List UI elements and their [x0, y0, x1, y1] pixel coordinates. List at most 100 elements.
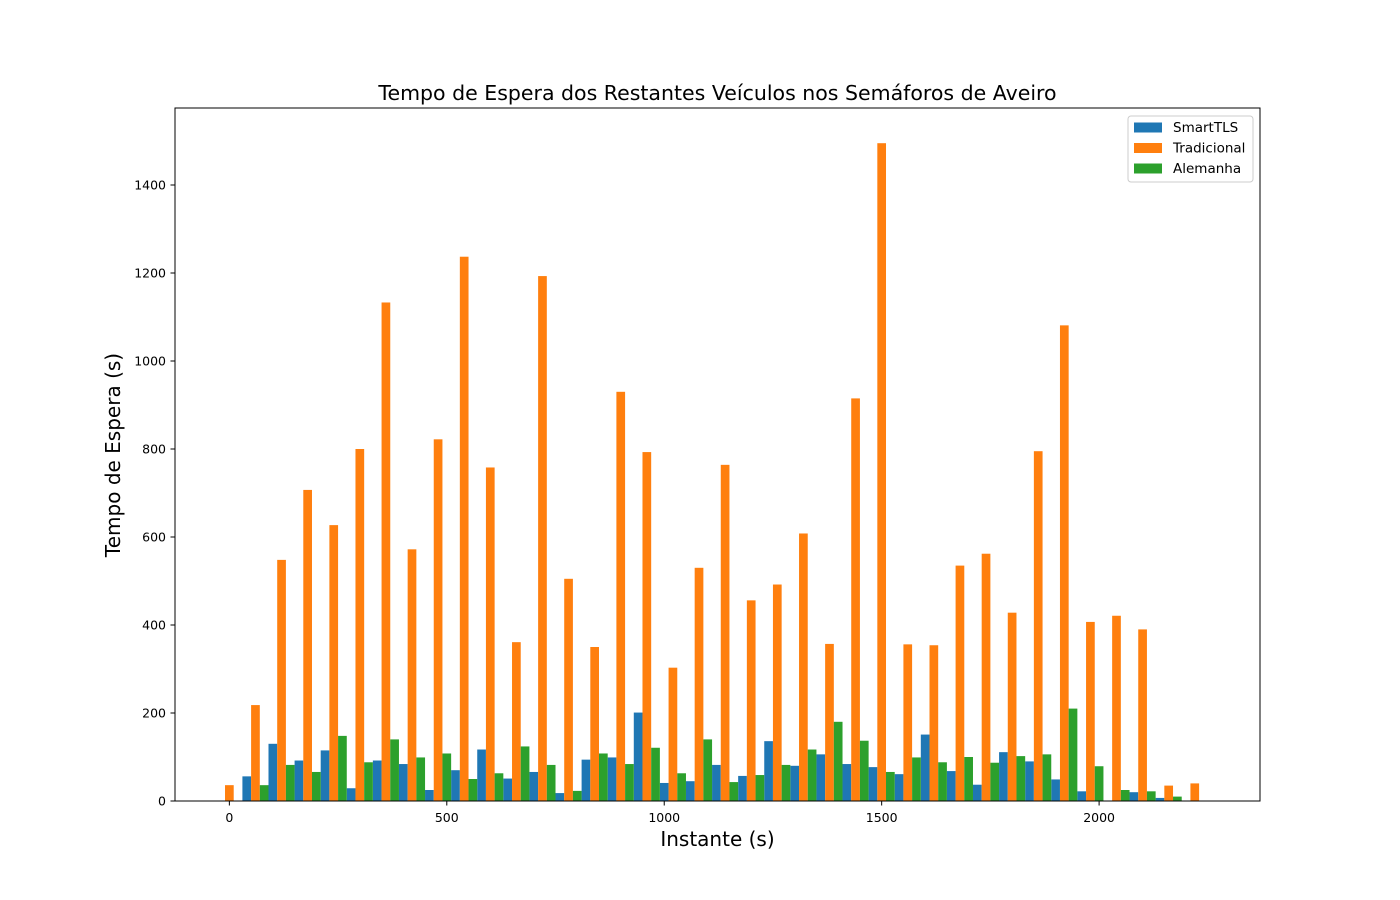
bar-alemanha-1440 — [859, 740, 869, 801]
bar-tradicional-600 — [485, 467, 495, 801]
bar-alemanha-360 — [390, 739, 399, 801]
bar-alemanha-1560 — [912, 757, 921, 801]
bar-smarttls-120 — [268, 743, 278, 801]
bar-alemanha-1800 — [1016, 756, 1026, 801]
bar-alemanha-1380 — [833, 721, 843, 801]
bar-tradicional-1080 — [694, 567, 704, 801]
bar-smarttls-780 — [555, 793, 565, 801]
bar-tradicional-1620 — [929, 645, 939, 801]
bar-alemanha-2160 — [1173, 796, 1182, 801]
bar-smarttls-960 — [633, 712, 643, 801]
plot-frame — [174, 107, 1261, 802]
bar-smarttls-720 — [529, 771, 539, 801]
bar-tradicional-1920 — [1059, 325, 1069, 801]
bar-smarttls-300 — [346, 788, 356, 801]
bar-tradicional-720 — [538, 276, 547, 802]
bar-smarttls-1620 — [920, 734, 930, 801]
bar-tradicional-2160 — [1164, 785, 1174, 801]
legend-swatch-smarttls — [1134, 122, 1162, 133]
bar-tradicional-1500 — [877, 143, 887, 801]
bar-tradicional-960 — [642, 452, 652, 801]
bar-alemanha-780 — [572, 790, 582, 801]
bar-alemanha-1200 — [755, 775, 765, 801]
bar-smarttls-2100 — [1129, 792, 1139, 801]
bar-tradicional-1200 — [746, 600, 756, 801]
bar-tradicional-1980 — [1086, 621, 1095, 801]
bar-tradicional-1680 — [955, 565, 965, 801]
bar-tradicional-1320 — [799, 533, 808, 801]
x-tick-label: 500 — [435, 810, 459, 825]
bar-alemanha-120 — [285, 764, 295, 801]
bar-tradicional-1140 — [720, 464, 730, 801]
bar-tradicional-1800 — [1007, 612, 1017, 801]
bar-smarttls-1380 — [816, 754, 826, 801]
bar-alemanha-1080 — [703, 739, 713, 801]
bar-smarttls-480 — [425, 790, 434, 801]
bar-smarttls-1200 — [738, 775, 747, 801]
bar-alemanha-2040 — [1120, 790, 1130, 801]
x-tick-label: 2000 — [1083, 810, 1115, 825]
bar-alemanha-840 — [598, 753, 608, 801]
bar-alemanha-1740 — [990, 762, 1000, 801]
bar-tradicional-1560 — [903, 644, 913, 801]
y-tick-label: 1200 — [134, 266, 166, 281]
bar-alemanha-1860 — [1042, 754, 1052, 801]
bar-alemanha-300 — [364, 762, 373, 801]
bar-smarttls-1500 — [868, 767, 878, 801]
bar-smarttls-420 — [398, 764, 408, 801]
chart-title: Tempo de Espera dos Restantes Veículos n… — [377, 81, 1056, 105]
bar-smarttls-180 — [294, 760, 304, 801]
bar-alemanha-1500 — [886, 771, 895, 801]
bar-smarttls-1020 — [659, 782, 669, 801]
bar-smarttls-540 — [451, 770, 460, 801]
bar-tradicional-1740 — [981, 553, 991, 801]
bar-alemanha-240 — [338, 735, 347, 801]
bar-tradicional-480 — [433, 439, 443, 801]
y-tick-label: 0 — [158, 794, 166, 809]
bar-smarttls-2160 — [1155, 797, 1165, 801]
bar-alemanha-1020 — [677, 773, 686, 801]
bar-smarttls-1980 — [1077, 791, 1087, 801]
bar-tradicional-300 — [355, 449, 365, 801]
bar-tradicional-1020 — [668, 667, 678, 801]
bar-alemanha-900 — [625, 764, 634, 801]
bar-smarttls-660 — [503, 778, 513, 801]
y-tick-label: 400 — [142, 618, 166, 633]
y-axis-label: Tempo de Espera (s) — [101, 353, 125, 558]
bar-smarttls-1560 — [894, 774, 904, 801]
bar-tradicional-2220 — [1190, 783, 1200, 801]
legend-swatch-tradicional — [1134, 143, 1162, 153]
y-tick-label: 800 — [142, 442, 166, 457]
bar-smarttls-60 — [242, 776, 252, 801]
bar-tradicional-2040 — [1112, 615, 1121, 801]
x-tick-label: 1500 — [866, 810, 898, 825]
bar-smarttls-1440 — [842, 764, 852, 801]
bar-tradicional-2100 — [1138, 629, 1147, 801]
bar-alemanha-1260 — [781, 764, 791, 801]
bar-smarttls-1920 — [1051, 779, 1060, 801]
x-axis: 0 500 1000 1500 2000 — [225, 801, 1115, 825]
bar-alemanha-600 — [494, 773, 504, 801]
bars-layer — [225, 143, 1200, 802]
bar-smarttls-1140 — [712, 764, 721, 801]
bar-alemanha-960 — [651, 747, 660, 801]
y-tick-label: 600 — [142, 530, 166, 545]
legend-swatch-alemanha — [1134, 163, 1162, 174]
x-tick-label: 0 — [225, 810, 233, 825]
bar-alemanha-420 — [416, 757, 426, 801]
bar-smarttls-900 — [607, 757, 617, 801]
bar-tradicional-0 — [225, 785, 234, 801]
bar-smarttls-240 — [320, 750, 330, 801]
bar-alemanha-720 — [546, 764, 556, 801]
bar-smarttls-1740 — [972, 784, 982, 801]
bar-alemanha-1680 — [964, 757, 973, 801]
bar-tradicional-660 — [512, 642, 521, 801]
legend-label-alemanha: Alemanha — [1173, 161, 1241, 177]
bar-tradicional-360 — [381, 302, 391, 801]
bar-alemanha-480 — [442, 753, 452, 801]
bar-smarttls-1320 — [790, 765, 800, 801]
legend: SmartTLS Tradicional Alemanha — [1127, 115, 1254, 183]
bar-tradicional-540 — [459, 256, 469, 802]
y-tick-label: 1000 — [134, 354, 166, 369]
